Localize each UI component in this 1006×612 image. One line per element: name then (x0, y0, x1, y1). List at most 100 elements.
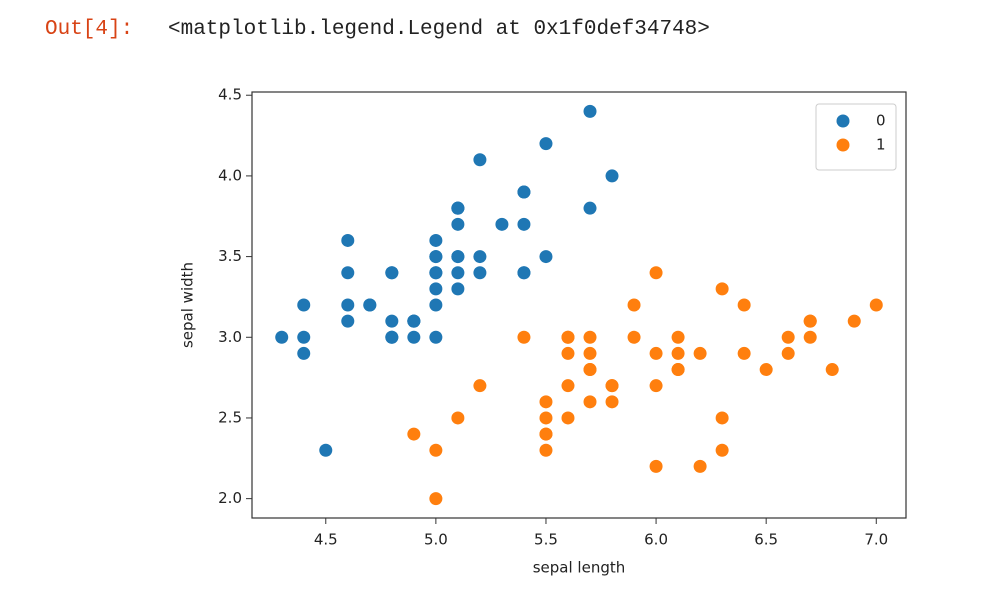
output-text: <matplotlib.legend.Legend at 0x1f0def347… (168, 18, 710, 41)
output-prompt: Out[4]: (45, 18, 134, 41)
point (869, 298, 883, 312)
point (429, 282, 443, 296)
point (561, 346, 575, 360)
legend-marker (836, 138, 850, 152)
point (759, 363, 773, 377)
point (451, 250, 465, 264)
point (385, 314, 399, 328)
point (473, 250, 487, 264)
point (297, 298, 311, 312)
point (561, 379, 575, 393)
point (451, 282, 465, 296)
point (495, 217, 509, 231)
y-tick-label: 2.5 (218, 408, 242, 426)
point (341, 298, 355, 312)
legend-label: 1 (876, 136, 886, 154)
point (803, 330, 817, 344)
plot-area (251, 91, 907, 519)
point (847, 314, 861, 328)
point (385, 330, 399, 344)
y-axis-label: sepal width (179, 262, 197, 348)
point (363, 298, 377, 312)
legend-box (815, 103, 897, 171)
point (517, 217, 531, 231)
x-tick-label: 6.0 (644, 531, 668, 549)
point (539, 137, 553, 151)
point (693, 346, 707, 360)
point (583, 363, 597, 377)
point (693, 459, 707, 473)
legend-marker (836, 114, 850, 128)
point (649, 266, 663, 280)
x-tick-label: 5.5 (534, 531, 558, 549)
point (583, 346, 597, 360)
point (781, 346, 795, 360)
point (429, 250, 443, 264)
point (715, 282, 729, 296)
x-tick-label: 4.5 (314, 531, 338, 549)
y-tick-label: 3.5 (218, 247, 242, 265)
point (539, 250, 553, 264)
point (275, 330, 289, 344)
point (473, 266, 487, 280)
point (561, 330, 575, 344)
y-tick-label: 4.0 (218, 166, 242, 184)
legend-label: 0 (876, 112, 886, 130)
point (451, 201, 465, 215)
point (627, 298, 641, 312)
point (649, 459, 663, 473)
point (385, 266, 399, 280)
point (429, 330, 443, 344)
point (341, 233, 355, 247)
point (407, 427, 421, 441)
point (605, 169, 619, 183)
point (517, 266, 531, 280)
x-tick-label: 5.0 (424, 531, 448, 549)
point (583, 104, 597, 118)
point (803, 314, 817, 328)
point (825, 363, 839, 377)
point (429, 266, 443, 280)
point (671, 363, 685, 377)
point (583, 330, 597, 344)
point (649, 379, 663, 393)
x-axis-label: sepal length (533, 559, 626, 577)
point (583, 201, 597, 215)
point (319, 443, 333, 457)
x-tick-label: 6.5 (754, 531, 778, 549)
point (627, 330, 641, 344)
point (297, 346, 311, 360)
point (671, 346, 685, 360)
point (539, 443, 553, 457)
point (539, 427, 553, 441)
point (781, 330, 795, 344)
point (407, 330, 421, 344)
point (451, 411, 465, 425)
point (429, 298, 443, 312)
point (517, 185, 531, 199)
point (451, 217, 465, 231)
point (407, 314, 421, 328)
y-tick-label: 4.5 (218, 86, 242, 104)
y-tick-label: 2.0 (218, 489, 242, 507)
point (297, 330, 311, 344)
x-tick-label: 7.0 (864, 531, 888, 549)
point (539, 411, 553, 425)
point (737, 298, 751, 312)
point (649, 346, 663, 360)
y-tick-label: 3.0 (218, 328, 242, 346)
point (561, 411, 575, 425)
point (605, 395, 619, 409)
point (341, 314, 355, 328)
point (539, 395, 553, 409)
point (715, 443, 729, 457)
point (473, 379, 487, 393)
point (671, 330, 685, 344)
point (517, 330, 531, 344)
point (737, 346, 751, 360)
point (341, 266, 355, 280)
point (429, 492, 443, 506)
point (429, 443, 443, 457)
